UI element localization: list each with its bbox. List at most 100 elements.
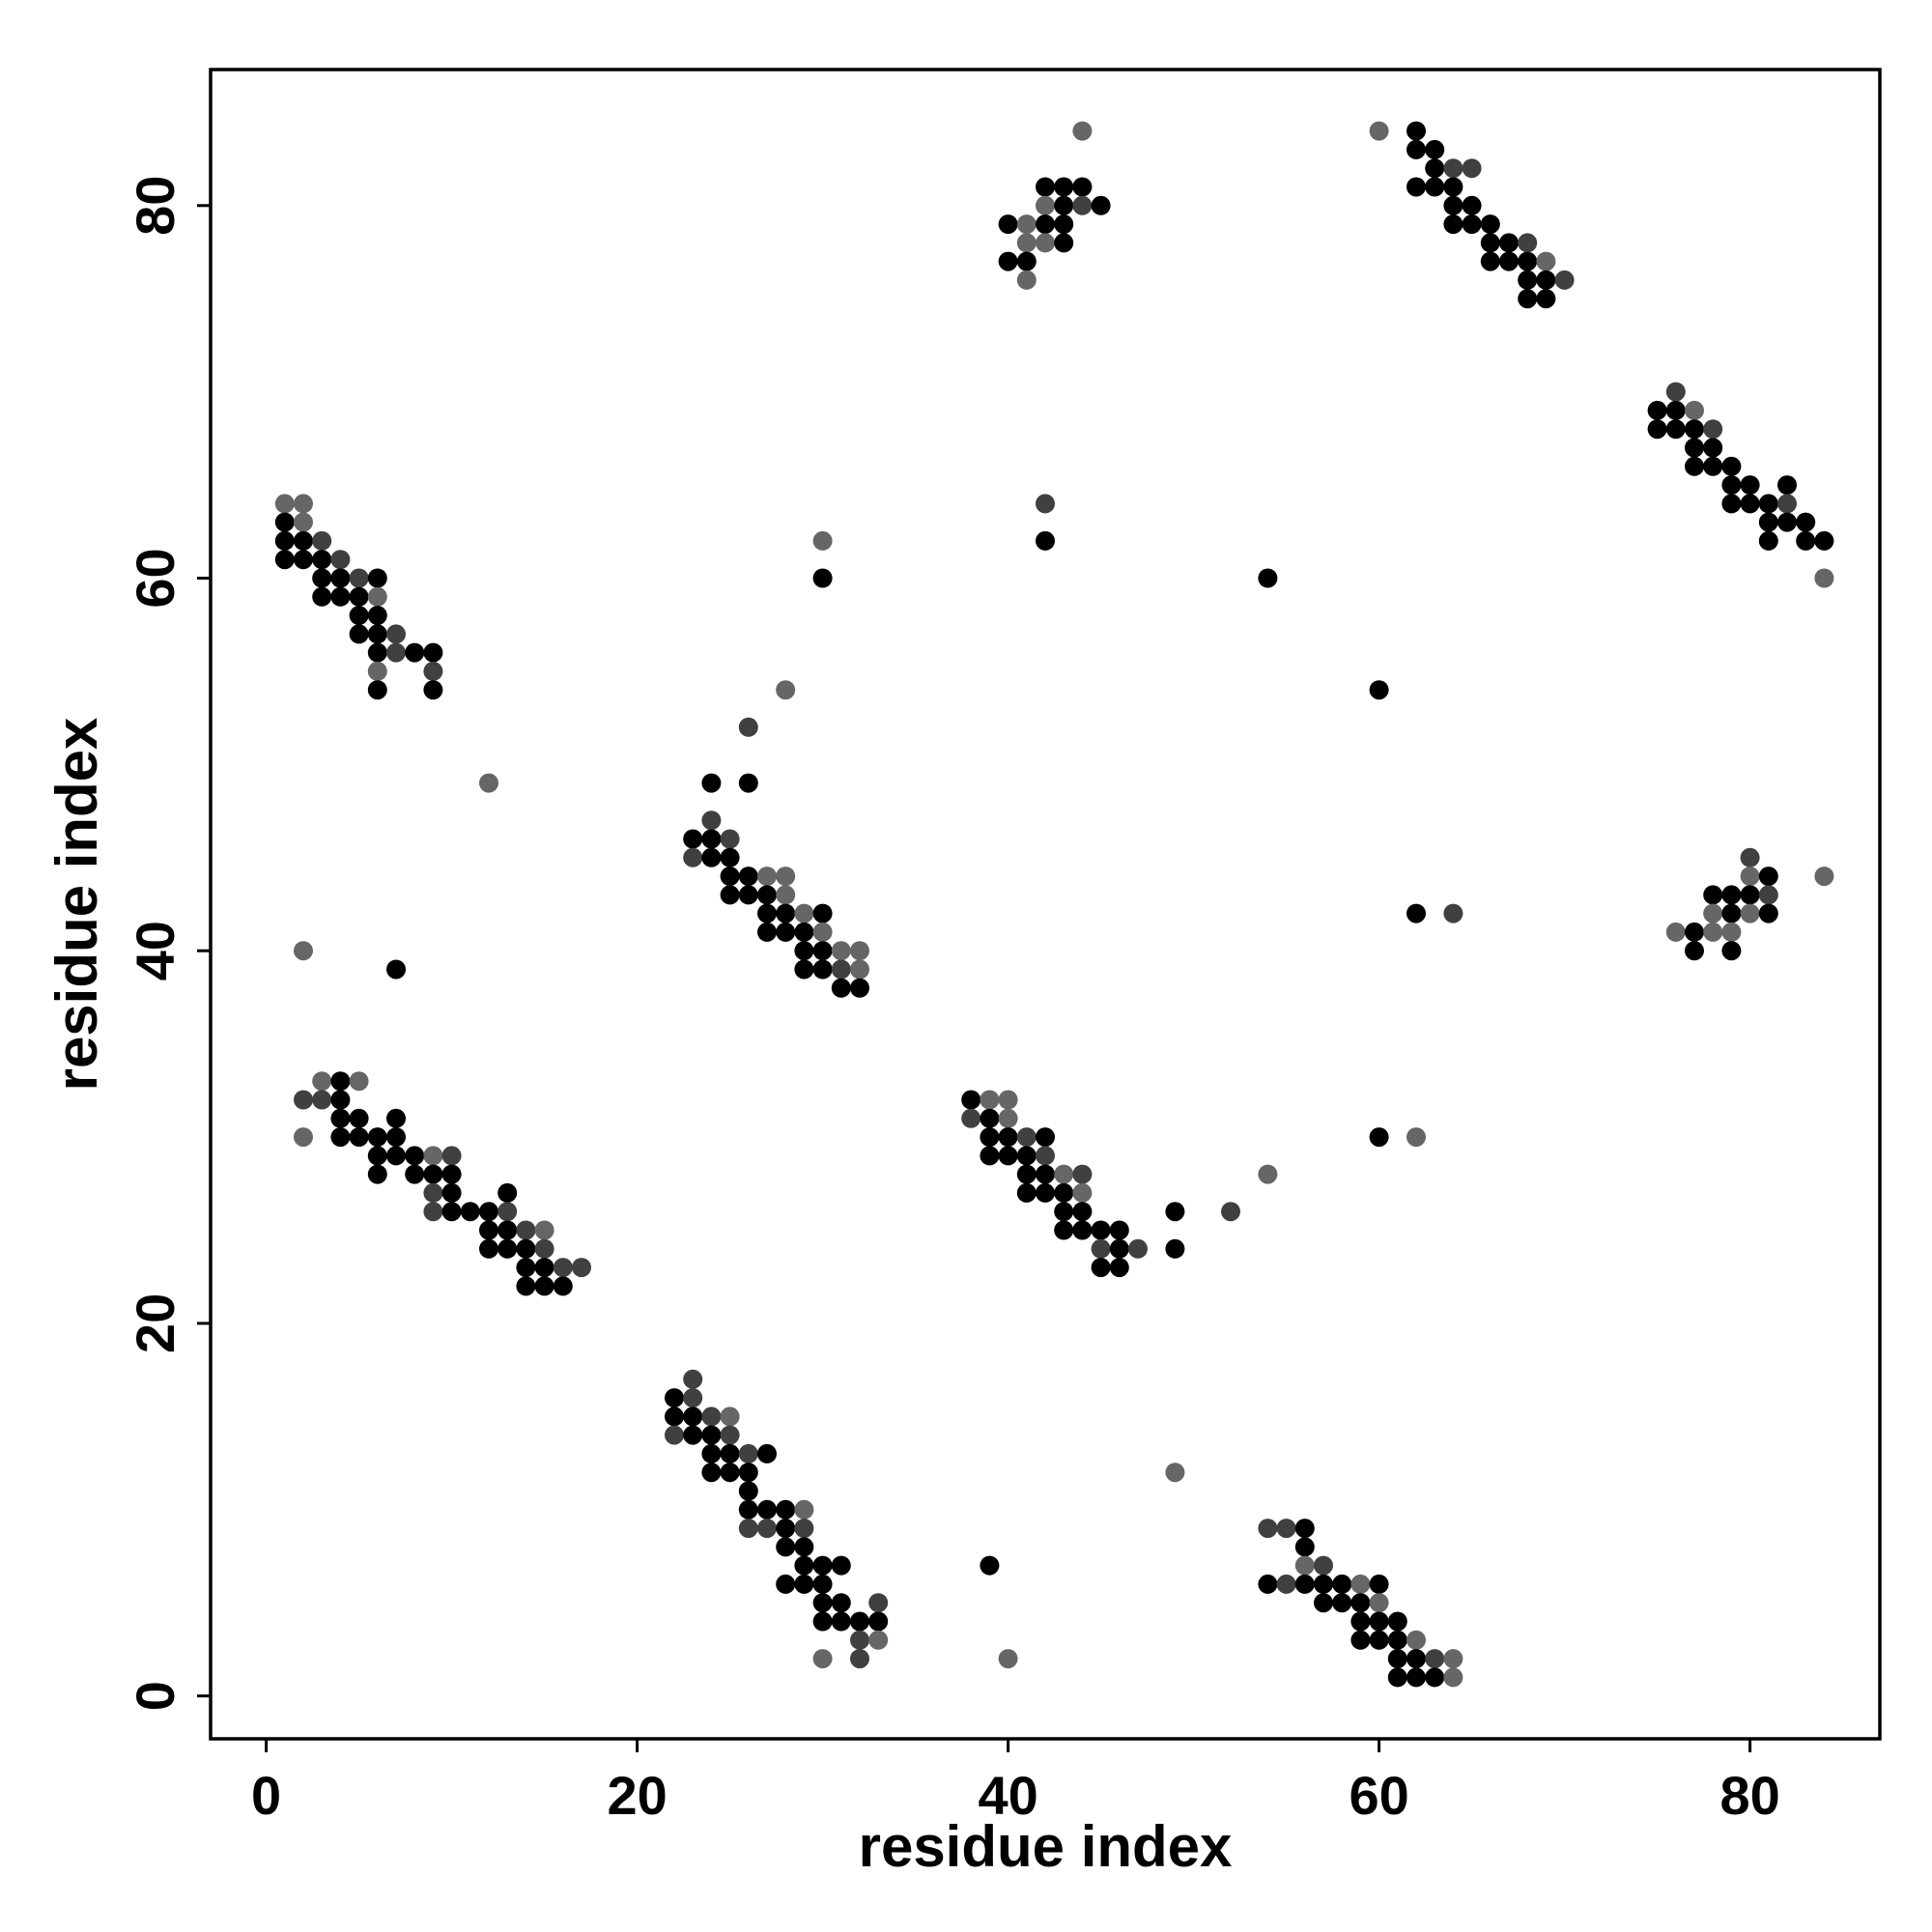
data-point <box>1294 1537 1315 1557</box>
data-point <box>794 922 814 942</box>
data-point <box>1387 1649 1407 1669</box>
data-point <box>349 1108 369 1128</box>
data-point <box>812 1649 833 1669</box>
data-point <box>998 1108 1018 1128</box>
data-point <box>1536 270 1556 290</box>
data-point <box>665 1406 684 1427</box>
data-point <box>1369 1574 1389 1594</box>
data-point <box>738 1481 758 1501</box>
data-point <box>1369 1630 1389 1650</box>
y-tick-label: 0 <box>125 1681 185 1711</box>
data-point <box>294 1127 313 1148</box>
data-point <box>1109 1238 1129 1259</box>
data-point <box>367 680 387 700</box>
data-point <box>1721 885 1742 905</box>
data-point <box>1721 475 1742 496</box>
data-point <box>1406 1630 1426 1650</box>
data-point <box>1665 419 1686 440</box>
data-point <box>460 1202 480 1222</box>
data-point <box>738 885 758 905</box>
data-point <box>980 1090 1000 1110</box>
data-point <box>349 1127 369 1148</box>
data-point <box>1518 270 1538 290</box>
data-point <box>1758 903 1778 923</box>
data-point <box>757 885 777 905</box>
data-point <box>1443 1667 1463 1688</box>
data-point <box>1091 1258 1111 1278</box>
data-point <box>738 867 758 887</box>
data-point <box>794 1499 814 1520</box>
data-point <box>757 922 777 942</box>
data-point <box>1721 494 1742 514</box>
data-point <box>980 1146 1000 1166</box>
data-point <box>572 1258 591 1278</box>
data-point <box>683 847 703 867</box>
data-point <box>683 829 703 849</box>
data-point <box>349 1071 369 1092</box>
data-point <box>757 1499 777 1520</box>
data-point <box>683 1425 703 1445</box>
data-point <box>1314 1555 1333 1576</box>
data-point <box>1518 251 1538 271</box>
data-point <box>794 959 814 980</box>
data-point <box>274 550 295 570</box>
data-point <box>441 1164 462 1184</box>
data-point <box>1740 867 1760 887</box>
data-point <box>1443 903 1463 923</box>
data-point <box>1350 1611 1371 1632</box>
data-point <box>1406 139 1426 159</box>
data-point <box>720 1425 740 1445</box>
data-point <box>701 1443 722 1463</box>
y-tick-label: 60 <box>125 548 185 608</box>
data-point <box>312 550 332 570</box>
y-tick-label: 80 <box>125 176 185 236</box>
data-point <box>1703 885 1723 905</box>
data-point <box>497 1220 518 1240</box>
data-point <box>1350 1593 1371 1613</box>
data-point <box>405 642 425 663</box>
data-point <box>1332 1593 1352 1613</box>
data-point <box>330 586 351 607</box>
data-point <box>349 586 369 607</box>
data-point <box>516 1276 536 1296</box>
data-point <box>831 1593 851 1613</box>
data-point <box>1165 1463 1185 1483</box>
data-point <box>776 1499 796 1520</box>
data-point <box>1518 289 1538 309</box>
data-point <box>1721 456 1742 476</box>
data-point <box>998 1146 1018 1166</box>
data-point <box>812 941 833 961</box>
data-point <box>1518 233 1538 253</box>
data-point <box>1276 1519 1296 1539</box>
data-point <box>423 1146 443 1166</box>
data-point <box>1721 941 1742 961</box>
data-point <box>1703 903 1723 923</box>
data-point <box>1758 867 1778 887</box>
x-axis-label: residue index <box>859 1814 1233 1879</box>
data-point <box>534 1276 554 1296</box>
data-point <box>776 903 796 923</box>
data-point <box>1387 1630 1407 1650</box>
data-point <box>1814 867 1834 887</box>
x-tick-label: 80 <box>1719 1765 1779 1826</box>
data-point <box>1796 512 1816 532</box>
data-point <box>1369 680 1389 700</box>
data-point <box>1109 1258 1129 1278</box>
data-point <box>738 1519 758 1539</box>
data-point <box>1443 158 1463 179</box>
data-point <box>720 1406 740 1427</box>
data-point <box>1777 475 1797 496</box>
data-point <box>1016 1146 1037 1166</box>
data-point <box>1685 941 1704 961</box>
data-point <box>330 1127 351 1148</box>
data-point <box>367 606 387 626</box>
data-point <box>850 1649 869 1669</box>
data-point <box>1777 512 1797 532</box>
data-point <box>1128 1238 1148 1259</box>
data-point <box>1665 922 1686 942</box>
data-point <box>1685 419 1704 440</box>
data-point <box>441 1202 462 1222</box>
data-point <box>1740 475 1760 496</box>
data-point <box>330 1071 351 1092</box>
